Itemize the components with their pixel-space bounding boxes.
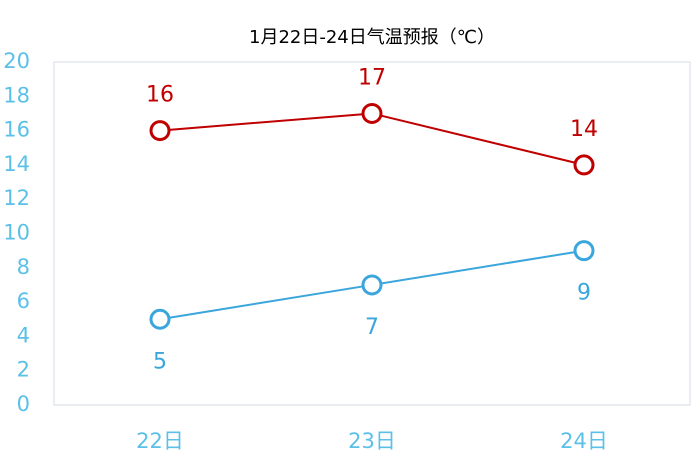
marker: [361, 274, 383, 296]
y-tick-label: 18: [3, 83, 30, 107]
y-tick-label: 10: [3, 221, 30, 245]
marker: [573, 240, 595, 262]
x-tick-label: 23日: [348, 429, 396, 453]
plot-area: [53, 61, 691, 406]
y-tick-label: 2: [17, 358, 30, 382]
data-label: 5: [153, 349, 167, 374]
x-tick-label: 22日: [136, 429, 184, 453]
y-tick-label: 20: [3, 49, 30, 73]
data-label: 17: [358, 65, 386, 90]
y-tick-label: 16: [3, 118, 30, 142]
data-label: 7: [365, 315, 379, 340]
marker: [573, 154, 595, 176]
y-tick-label: 12: [3, 186, 30, 210]
data-label: 16: [146, 83, 174, 108]
y-tick-label: 14: [3, 152, 30, 176]
x-tick-label: 24日: [560, 429, 608, 453]
y-tick-label: 6: [17, 289, 30, 313]
marker: [361, 102, 383, 124]
y-tick-label: 8: [17, 255, 30, 279]
marker: [149, 308, 171, 330]
chart-title: 1月22日-24日气温预报（℃）: [249, 27, 495, 48]
y-tick-label: 4: [17, 323, 30, 347]
marker: [149, 120, 171, 142]
data-label: 9: [577, 281, 591, 306]
data-label: 14: [570, 117, 598, 142]
y-tick-label: 0: [17, 392, 30, 416]
